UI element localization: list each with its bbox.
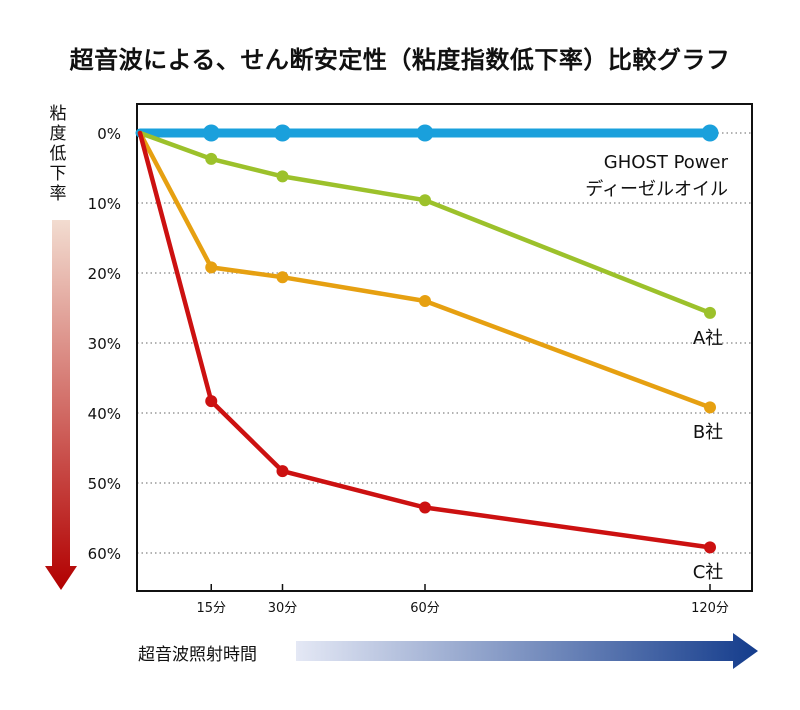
data-point	[205, 152, 218, 165]
data-point	[419, 295, 431, 307]
data-point	[202, 124, 220, 142]
y-axis-label-char: 下	[49, 164, 67, 184]
data-point	[274, 124, 291, 142]
series-label: ディーゼルオイル	[585, 179, 728, 200]
x-direction-arrow	[296, 633, 758, 669]
x-tick-label: 15分	[196, 601, 226, 616]
y-axis-label-char: 度	[49, 124, 67, 144]
x-tick-label: 60分	[410, 601, 440, 616]
y-tick-label: 20%	[88, 265, 121, 283]
y-tick-label: 60%	[88, 545, 121, 563]
y-tick-label: 30%	[88, 335, 121, 353]
plot-frame	[136, 103, 753, 592]
data-point	[419, 194, 431, 207]
data-point	[419, 501, 431, 514]
series-line	[137, 130, 713, 410]
y-tick-label: 50%	[88, 475, 121, 493]
data-point	[276, 170, 289, 183]
data-point	[205, 395, 218, 408]
y-tick-label: 0%	[97, 125, 121, 143]
x-tick-label: 120分	[691, 601, 729, 616]
y-axis-label-char: 率	[49, 184, 67, 204]
x-axis-label: 超音波照射時間	[138, 645, 257, 665]
y-direction-arrow	[45, 220, 77, 590]
chart-title: 超音波による、せん断安定性（粘度指数低下率）比較グラフ	[69, 46, 731, 74]
data-point	[416, 124, 434, 142]
y-tick-label: 10%	[88, 195, 121, 213]
y-axis-label: 粘 度 低 下 率	[44, 104, 72, 204]
x-tick-label: 30分	[268, 601, 298, 616]
data-point	[704, 541, 716, 554]
series-label: C社	[693, 562, 724, 583]
y-axis-label-char: 粘	[49, 104, 67, 124]
data-point	[205, 261, 218, 274]
data-point	[704, 306, 716, 319]
series-label: A社	[693, 328, 723, 349]
data-point	[276, 271, 289, 284]
y-tick-label: 40%	[88, 405, 121, 423]
data-point	[701, 124, 719, 142]
y-axis-label-char: 低	[49, 144, 67, 164]
series-label: GHOST Power	[604, 152, 729, 173]
series-label: B社	[693, 422, 723, 443]
data-point	[276, 465, 289, 478]
data-point	[704, 401, 716, 414]
